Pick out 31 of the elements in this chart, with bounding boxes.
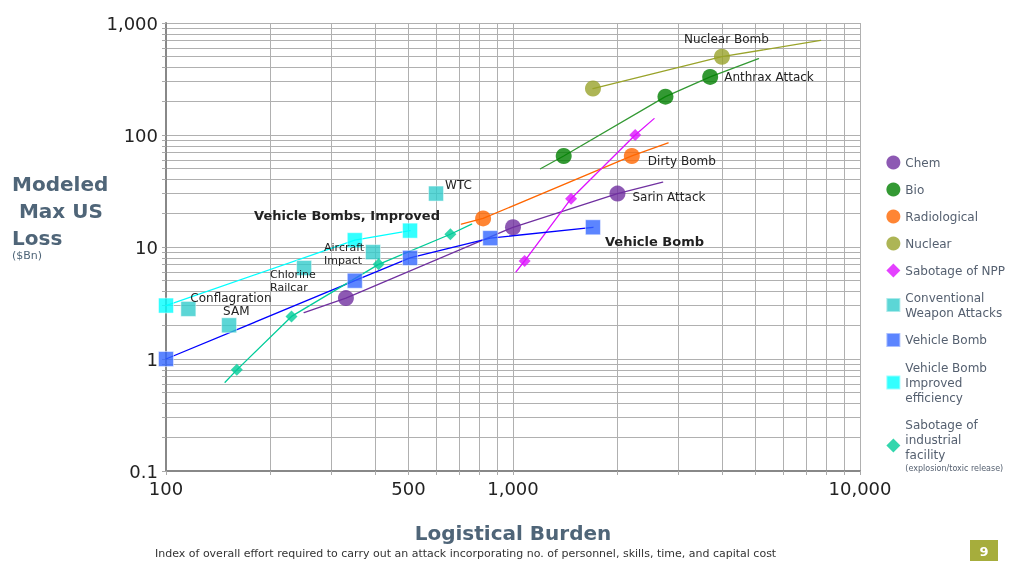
legend-label: Sabotage of NPP [905,263,1006,278]
legend-label: Chem [905,155,941,170]
annotation: WTC [445,177,472,192]
y-tick-label: 0.1 [129,460,158,482]
annotation: Nuclear Bomb [683,31,769,46]
x-tick-label: 10,000 [828,477,892,499]
x-tick-label: 1,000 [487,477,539,499]
legend-label: Vehicle Bomb [905,333,987,347]
annotation: SAM [223,304,250,319]
annotation: Conflagration [190,290,272,305]
y-tick-label: 1 [146,348,158,370]
legend-label: Radiological [905,209,979,224]
annotation: Sarin Attack [632,189,706,204]
text: Index of overall effort required to carry out an attack incorporating no. of personnel, skills, time, and capital cost [155,546,777,560]
annotation: Dirty Bomb [647,153,716,168]
annotation: Vehicle Bomb [604,233,705,249]
y-tick-label: 100 [123,124,158,146]
annotation: Chlorine Railcar [270,267,317,294]
legend-label: Vehicle Bomb Improved efficiency [905,360,987,405]
legend-label: Sabotage of industrial facility (explosion/toxic release) [905,417,1004,473]
y-axis-title: Modeled Max US Loss ($Bn) [12,171,110,262]
x-tick-label: 500 [391,477,426,499]
annotation: Anthrax Attack [724,69,814,84]
legend-label: Nuclear [905,236,952,251]
y-tick-label: 1,000 [106,12,158,34]
legend-label: Bio [905,182,925,197]
legend-label: Conventional Weapon Attacks [905,290,1003,320]
annotation: Vehicle Bombs, Improved [254,208,440,224]
text: 9 [979,543,989,559]
y-tick-label: 10 [135,236,158,258]
x-axis-title: Logistical Burden [414,521,612,545]
